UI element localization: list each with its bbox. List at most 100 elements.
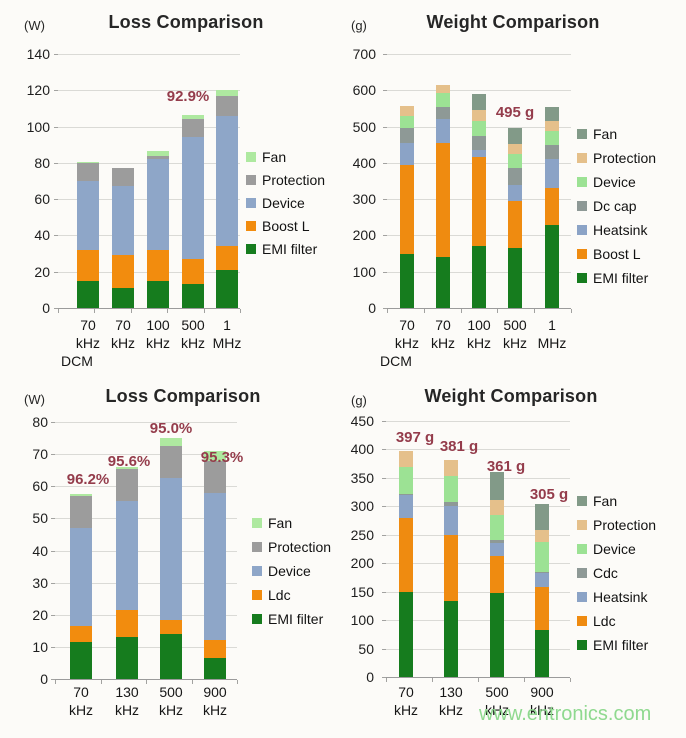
y-axis-tick	[54, 235, 58, 236]
x-category-label-line: kHz	[75, 335, 101, 351]
y-axis-unit-label: (g)	[351, 18, 367, 33]
y-axis-unit-label: (W)	[24, 392, 45, 407]
legend-item: Fan	[252, 511, 331, 535]
bar-segment-boost-l	[545, 188, 559, 225]
y-axis-tick	[51, 486, 55, 487]
bar-segment-protection	[77, 162, 99, 181]
gridline	[55, 518, 237, 519]
legend-item: Protection	[252, 535, 331, 559]
y-axis-tick-label: 100	[352, 264, 376, 280]
y-axis-tick	[51, 551, 55, 552]
y-axis-tick-label: 150	[350, 584, 374, 600]
bar-segment-fan	[116, 466, 138, 469]
bar-segment-protection	[182, 119, 204, 138]
gridline	[55, 583, 237, 584]
y-axis-tick	[382, 620, 386, 621]
legend-swatch	[246, 243, 256, 254]
bar-segment-protection	[535, 529, 549, 543]
y-axis-tick-label: 40	[32, 543, 48, 559]
bar-segment-emi-filter	[77, 280, 99, 308]
bar-segment-ldc	[399, 517, 413, 592]
bar-segment-emi-filter	[160, 634, 182, 679]
bar-segment-device	[508, 153, 522, 169]
y-axis-tick	[54, 272, 58, 273]
x-category-label-line: 900	[530, 684, 554, 700]
y-axis-tick	[383, 272, 387, 273]
y-axis-tick-label: 50	[32, 510, 48, 526]
bar-segment-dc-cap	[436, 107, 450, 120]
bar-segment-emi-filter	[508, 248, 522, 308]
y-axis-tick	[383, 163, 387, 164]
y-axis-tick	[51, 583, 55, 584]
bar-segment-device	[116, 500, 138, 610]
x-category-label: 1 MHz	[538, 316, 567, 352]
x-axis-tick	[192, 680, 193, 684]
legend-swatch	[246, 220, 256, 231]
bar-segment-protection	[147, 155, 169, 160]
y-axis-tick	[51, 679, 55, 680]
bar-segment-fan	[545, 106, 559, 121]
bar-segment-device	[472, 121, 486, 136]
x-category-label-line: kHz	[466, 335, 492, 351]
gridline	[58, 90, 240, 91]
annotation: 397 g	[395, 429, 435, 446]
legend-item: Dc cap	[577, 194, 656, 218]
y-axis-tick	[383, 235, 387, 236]
annotation: 92.9%	[166, 88, 210, 105]
legend: Fan Protection Device Boost L EMI filter	[246, 145, 325, 260]
y-axis-tick-label: 100	[350, 612, 374, 628]
legend-label: Fan	[262, 148, 287, 165]
bar-segment-dc-cap	[400, 128, 414, 143]
x-category-label-line: kHz	[529, 702, 555, 718]
bar-segment-boost-l	[508, 200, 522, 249]
y-axis-tick-label: 0	[40, 671, 48, 687]
bar-segment-cdc	[490, 539, 504, 543]
legend-swatch	[577, 225, 587, 235]
x-category-label-line: 70	[73, 684, 89, 700]
bar-segment-emi-filter	[147, 280, 169, 308]
y-axis-tick-label: 300	[352, 191, 376, 207]
y-axis-tick-label: 250	[350, 527, 374, 543]
y-axis-tick-label: 400	[350, 441, 374, 457]
x-category-label: 500 kHz	[159, 683, 183, 719]
bar-segment-ldc	[160, 619, 182, 635]
legend: Fan Protection Device Dc cap Heatsink Boost L…	[577, 122, 656, 290]
x-axis-tick	[167, 309, 168, 313]
chart-title: Loss Comparison	[108, 12, 264, 32]
y-axis-tick	[383, 127, 387, 128]
y-axis-tick	[382, 506, 386, 507]
x-category-label-line: kHz	[484, 702, 510, 718]
y-axis-tick-label: 400	[352, 155, 376, 171]
x-category-label: 500 kHz	[503, 316, 527, 352]
legend-swatch	[246, 197, 256, 208]
legend-label: Device	[268, 563, 311, 579]
legend-label: Fan	[593, 126, 618, 142]
y-axis-tick	[51, 454, 55, 455]
legend-swatch	[577, 177, 587, 187]
legend-swatch	[577, 129, 587, 139]
bar-segment-boost-l	[436, 142, 450, 258]
legend-swatch	[577, 568, 587, 578]
gridline	[386, 563, 570, 564]
y-axis-tick-label: 700	[352, 46, 376, 62]
legend-label: Cdc	[593, 565, 618, 581]
legend-swatch	[246, 151, 256, 162]
bar-segment-ldc	[70, 626, 92, 643]
legend-label: Fan	[593, 493, 618, 509]
bar-segment-device	[204, 492, 226, 641]
x-category-label: 1 MHz	[213, 316, 242, 352]
x-axis-tick	[55, 680, 56, 684]
bar-segment-heatsink	[400, 142, 414, 165]
chart-weight-comparison-top: Weight Comparison (g) 0 100 200 300 400 500 600 7…	[343, 0, 686, 369]
legend-label: Boost L	[593, 246, 641, 262]
x-axis-tick	[534, 309, 535, 313]
bar-segment-device	[216, 115, 238, 247]
legend-label: Protection	[593, 150, 657, 166]
annotation: 96.2%	[66, 471, 110, 488]
bar-segment-device	[70, 528, 92, 626]
gridline	[55, 551, 237, 552]
bar-segment-protection	[472, 110, 486, 122]
legend-item: EMI filter	[577, 633, 656, 657]
y-axis-tick-label: 450	[350, 413, 374, 429]
y-axis-tick-label: 0	[368, 300, 376, 316]
